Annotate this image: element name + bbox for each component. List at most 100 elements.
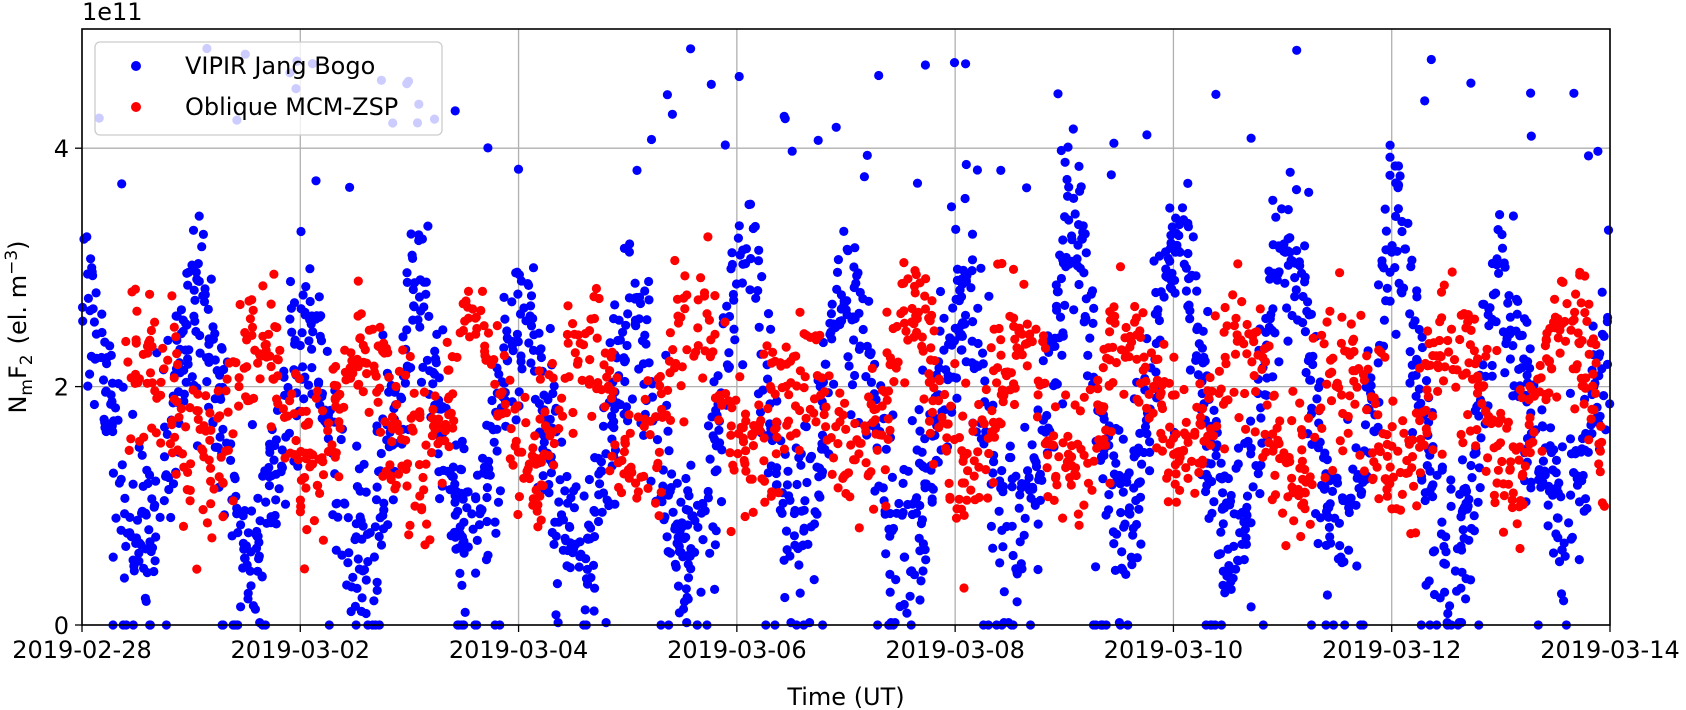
vipir-point	[247, 420, 257, 430]
oblique-point	[1421, 424, 1431, 434]
oblique-point	[569, 329, 580, 339]
oblique-point	[1515, 385, 1525, 395]
oblique-point	[1580, 308, 1590, 318]
oblique-point	[1338, 446, 1348, 456]
vipir-point	[1137, 459, 1147, 469]
oblique-point	[1508, 488, 1518, 498]
vipir-point	[951, 224, 961, 234]
oblique-point	[176, 404, 186, 414]
vipir-point	[142, 465, 152, 475]
vipir-point	[1063, 191, 1073, 201]
vipir-point	[842, 310, 852, 320]
vipir-point	[943, 370, 953, 381]
vipir-point	[986, 521, 997, 532]
vipir-point	[1216, 527, 1226, 537]
oblique-point	[508, 460, 518, 470]
oblique-point	[1014, 323, 1025, 333]
vipir-point	[108, 468, 118, 478]
oblique-point	[735, 372, 745, 382]
vipir-point	[792, 479, 802, 490]
oblique-point	[269, 269, 279, 279]
vipir-point	[1122, 472, 1132, 482]
vipir-point	[1209, 497, 1219, 507]
vipir-point	[333, 512, 343, 522]
x-axis-label: Time (UT)	[786, 683, 904, 710]
oblique-point	[680, 271, 690, 281]
oblique-point	[999, 386, 1009, 396]
vipir-point	[428, 379, 438, 389]
vipir-point	[1420, 495, 1430, 506]
vipir-point	[988, 468, 998, 478]
vipir-point	[1324, 522, 1334, 533]
vipir-point	[472, 535, 482, 546]
vipir-point	[1133, 478, 1144, 488]
vipir-point	[741, 244, 752, 254]
vipir-point	[815, 492, 825, 502]
oblique-point	[670, 255, 680, 266]
oblique-point	[1237, 297, 1247, 307]
vipir-point	[457, 436, 467, 446]
oblique-point	[1316, 403, 1326, 413]
vipir-point	[988, 543, 998, 553]
vipir-point	[91, 288, 101, 298]
vipir-point	[1136, 539, 1146, 549]
vipir-point	[1394, 278, 1404, 288]
oblique-point	[585, 355, 595, 365]
vipir-point	[1373, 280, 1384, 290]
vipir-point	[1424, 576, 1434, 586]
vipir-point	[83, 381, 93, 391]
oblique-point	[1010, 334, 1020, 344]
vipir-point	[1321, 506, 1332, 517]
oblique-point	[401, 435, 411, 445]
vipir-point	[269, 455, 279, 465]
vipir-point	[862, 150, 872, 160]
vipir-point	[277, 463, 287, 473]
vipir-point	[1498, 327, 1508, 337]
oblique-point	[1406, 529, 1416, 539]
vipir-point	[969, 363, 979, 374]
oblique-point	[1003, 367, 1013, 377]
oblique-point	[1033, 376, 1043, 386]
oblique-point	[633, 412, 643, 422]
vipir-point	[664, 446, 674, 456]
vipir-point	[1381, 226, 1391, 236]
oblique-point	[1553, 333, 1563, 343]
oblique-point	[1287, 416, 1297, 426]
oblique-point	[949, 434, 960, 445]
vipir-point	[646, 134, 657, 145]
vipir-point	[1385, 170, 1395, 180]
oblique-point	[841, 424, 851, 434]
oblique-point	[703, 232, 713, 242]
oblique-point	[1570, 404, 1580, 414]
oblique-point	[633, 487, 644, 497]
vipir-point	[287, 327, 297, 337]
oblique-point	[547, 427, 557, 437]
oblique-point	[241, 392, 251, 402]
oblique-point	[614, 482, 624, 493]
vipir-point	[371, 495, 382, 505]
vipir-point	[119, 573, 129, 583]
vipir-point	[343, 513, 353, 523]
vipir-point	[1593, 146, 1603, 156]
vipir-point	[1185, 365, 1195, 375]
oblique-point	[174, 412, 184, 422]
oblique-point	[145, 368, 156, 378]
oblique-point	[1387, 441, 1397, 451]
vipir-point	[610, 300, 620, 310]
oblique-point	[206, 499, 216, 509]
vipir-point	[635, 298, 646, 309]
oblique-point	[1584, 435, 1594, 445]
oblique-point	[854, 449, 864, 459]
oblique-point	[214, 472, 224, 482]
oblique-point	[1443, 335, 1453, 346]
oblique-point	[1070, 463, 1081, 473]
vipir-point	[1569, 88, 1579, 98]
vipir-point	[198, 229, 208, 239]
vipir-point	[1233, 556, 1244, 566]
vipir-point	[1038, 356, 1048, 366]
oblique-point	[1589, 405, 1599, 415]
oblique-point	[977, 415, 987, 425]
vipir-point	[1487, 360, 1497, 371]
oblique-point	[1095, 405, 1105, 415]
vipir-point	[492, 446, 502, 456]
